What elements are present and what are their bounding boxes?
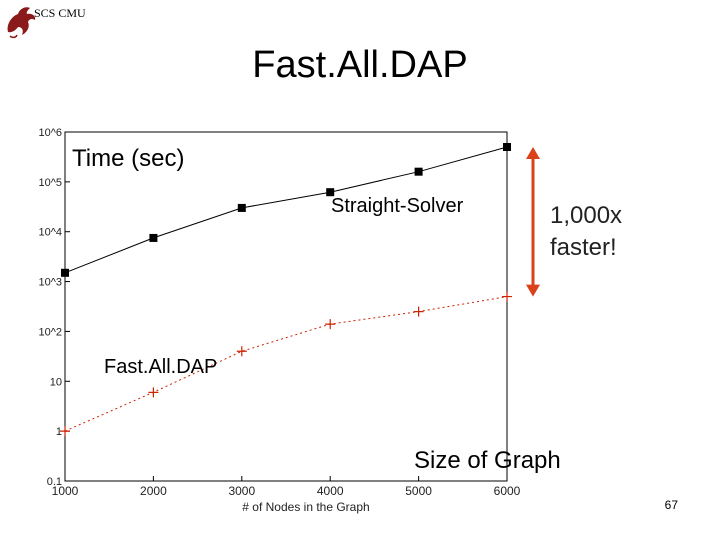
y-tick-label: 1 bbox=[56, 426, 62, 438]
data-point bbox=[61, 268, 69, 277]
y-axis-title: Time (sec) bbox=[72, 145, 185, 172]
series-line-0 bbox=[64, 146, 508, 274]
speedup-line-1: 1,000x bbox=[550, 202, 623, 229]
data-point bbox=[325, 319, 336, 330]
data-point bbox=[414, 167, 423, 176]
x-axis-overlay-title: Size of Graph bbox=[414, 447, 561, 474]
x-tick-label: 6000 bbox=[494, 484, 521, 498]
y-tick-label: 0.1 bbox=[47, 476, 62, 488]
y-tick-label: 10^5 bbox=[38, 177, 62, 189]
plot-frame bbox=[64, 131, 508, 482]
x-tick-label: 4000 bbox=[317, 484, 344, 498]
data-point bbox=[149, 233, 158, 242]
x-tick-label: 2000 bbox=[140, 484, 167, 498]
data-point bbox=[60, 426, 70, 437]
slide-title: Fast.All.DAP bbox=[252, 44, 468, 86]
series-label-fastalldap: Fast.All.DAP bbox=[104, 356, 218, 378]
org-label: SCS CMU bbox=[34, 6, 86, 20]
x-tick-label: 3000 bbox=[228, 484, 255, 498]
y-tick-label: 10^2 bbox=[38, 326, 62, 338]
y-tick-label: 10 bbox=[50, 376, 62, 388]
speedup-line-2: faster! bbox=[550, 234, 617, 261]
data-point bbox=[502, 291, 512, 302]
x-tick-label: 1000 bbox=[52, 484, 79, 498]
page-number: 67 bbox=[664, 498, 678, 512]
x-axis-title: # of Nodes in the Graph bbox=[242, 500, 369, 514]
y-tick-label: 10^6 bbox=[38, 127, 62, 139]
x-tick-label: 5000 bbox=[405, 484, 432, 498]
speedup-annotation: 1,000x faster! bbox=[550, 200, 622, 264]
speedup-arrow-head-up bbox=[526, 147, 540, 160]
speedup-arrow-head-down bbox=[526, 284, 540, 297]
y-tick-label: 10^4 bbox=[38, 227, 62, 239]
data-point bbox=[326, 188, 335, 197]
data-point bbox=[148, 387, 159, 398]
series-line-1 bbox=[64, 296, 508, 432]
data-point bbox=[237, 203, 246, 212]
dragon-logo-icon bbox=[2, 2, 40, 40]
data-point bbox=[503, 143, 511, 152]
data-point bbox=[413, 306, 424, 317]
series-label-straight-solver: Straight-Solver bbox=[331, 195, 464, 217]
y-tick-label: 10^3 bbox=[38, 277, 62, 289]
data-point bbox=[236, 346, 247, 357]
